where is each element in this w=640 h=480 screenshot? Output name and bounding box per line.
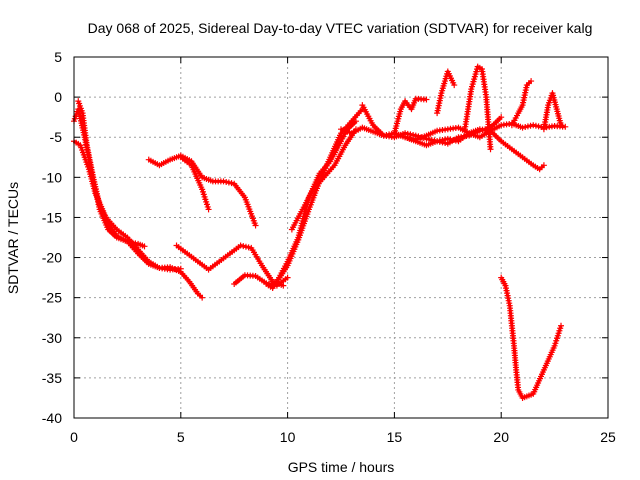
data-point-marker xyxy=(522,123,529,130)
x-tick-label: 0 xyxy=(70,429,78,445)
data-point-marker xyxy=(442,140,449,147)
data-point-marker xyxy=(141,243,148,250)
grid xyxy=(74,57,608,418)
data-point-marker xyxy=(415,133,422,140)
data-point-marker xyxy=(402,130,409,137)
series-arc-6 xyxy=(173,242,287,289)
data-point-marker xyxy=(558,122,565,129)
data-point-marker xyxy=(451,82,458,89)
data-point-marker xyxy=(220,178,227,185)
data-point-marker xyxy=(519,124,526,131)
series-arc-18 xyxy=(359,102,505,147)
series-arc-15 xyxy=(461,63,494,153)
y-tick-label: -5 xyxy=(50,129,63,145)
series-arc-13 xyxy=(391,95,430,137)
data-point-marker xyxy=(426,136,433,143)
data-point-marker xyxy=(418,134,425,141)
data-point-marker xyxy=(428,137,435,144)
data-point-marker xyxy=(479,127,486,134)
series-arc-19 xyxy=(498,274,565,401)
series-arc-3 xyxy=(71,138,184,273)
data-point-marker xyxy=(527,122,534,129)
data-point-marker xyxy=(484,125,491,132)
y-tick-label: -30 xyxy=(42,330,62,346)
data-point-marker xyxy=(407,131,414,138)
data-point-marker xyxy=(420,135,427,142)
data-point-marker xyxy=(237,242,244,249)
data-point-marker xyxy=(410,132,417,139)
series-arc-5 xyxy=(177,154,212,213)
y-tick-label: -20 xyxy=(42,250,62,266)
series-arc-17 xyxy=(540,90,565,133)
series-arc-10 xyxy=(288,126,359,233)
data-point-marker xyxy=(482,126,489,133)
data-point-marker xyxy=(245,244,252,251)
data-point-marker xyxy=(434,138,441,145)
data-point-marker xyxy=(431,137,438,144)
data-point-marker xyxy=(177,265,184,272)
x-tick-label: 15 xyxy=(387,429,403,445)
y-axis-label: SDTVAR / TECUs xyxy=(5,182,21,294)
data-point-marker xyxy=(562,123,569,130)
y-tick-label: -10 xyxy=(42,169,62,185)
data-point-marker xyxy=(252,222,259,229)
data-point-marker xyxy=(498,114,505,121)
data-point-marker xyxy=(240,243,247,250)
series-arc-4 xyxy=(145,152,259,229)
data-point-marker xyxy=(223,178,230,185)
data-point-marker xyxy=(199,294,206,301)
y-tick-label: -40 xyxy=(42,410,62,426)
series-arc-14 xyxy=(434,68,458,117)
data-point-marker xyxy=(530,122,537,129)
data-point-marker xyxy=(532,122,539,129)
data-point-marker xyxy=(284,274,291,281)
data-point-marker xyxy=(423,135,430,142)
plot-frame xyxy=(73,56,609,419)
data-series xyxy=(71,63,569,401)
ticks: 0 5 10 15 20 25 5 0 -5 -10 -15 -20 -25 -30 -35 -40 xyxy=(42,49,616,445)
data-point-marker xyxy=(528,78,535,85)
data-point-marker xyxy=(423,96,430,103)
x-tick-label: 20 xyxy=(493,429,509,445)
y-tick-label: 0 xyxy=(54,89,62,105)
chart-title: Day 068 of 2025, Sidereal Day-to-day VTE… xyxy=(88,20,593,36)
data-point-marker xyxy=(404,130,411,137)
data-point-marker xyxy=(558,322,565,329)
data-point-marker xyxy=(535,123,542,130)
data-point-marker xyxy=(476,127,483,134)
x-tick-label: 25 xyxy=(600,429,616,445)
x-tick-label: 5 xyxy=(177,429,185,445)
data-point-marker xyxy=(436,138,443,145)
y-tick-label: -15 xyxy=(42,209,62,225)
y-tick-label: -35 xyxy=(42,370,62,386)
data-point-marker xyxy=(487,146,494,153)
data-point-marker xyxy=(524,123,531,130)
x-axis-label: GPS time / hours xyxy=(288,459,395,475)
data-point-marker xyxy=(540,162,547,169)
y-tick-label: 5 xyxy=(54,49,62,65)
data-point-marker xyxy=(242,243,249,250)
y-tick-label: -25 xyxy=(42,290,62,306)
data-point-marker xyxy=(225,179,232,186)
data-point-marker xyxy=(412,132,419,139)
x-tick-label: 10 xyxy=(280,429,296,445)
data-point-marker xyxy=(439,139,446,146)
data-point-marker xyxy=(205,206,212,213)
series-arc-16 xyxy=(508,78,535,129)
data-point-marker xyxy=(228,180,235,187)
